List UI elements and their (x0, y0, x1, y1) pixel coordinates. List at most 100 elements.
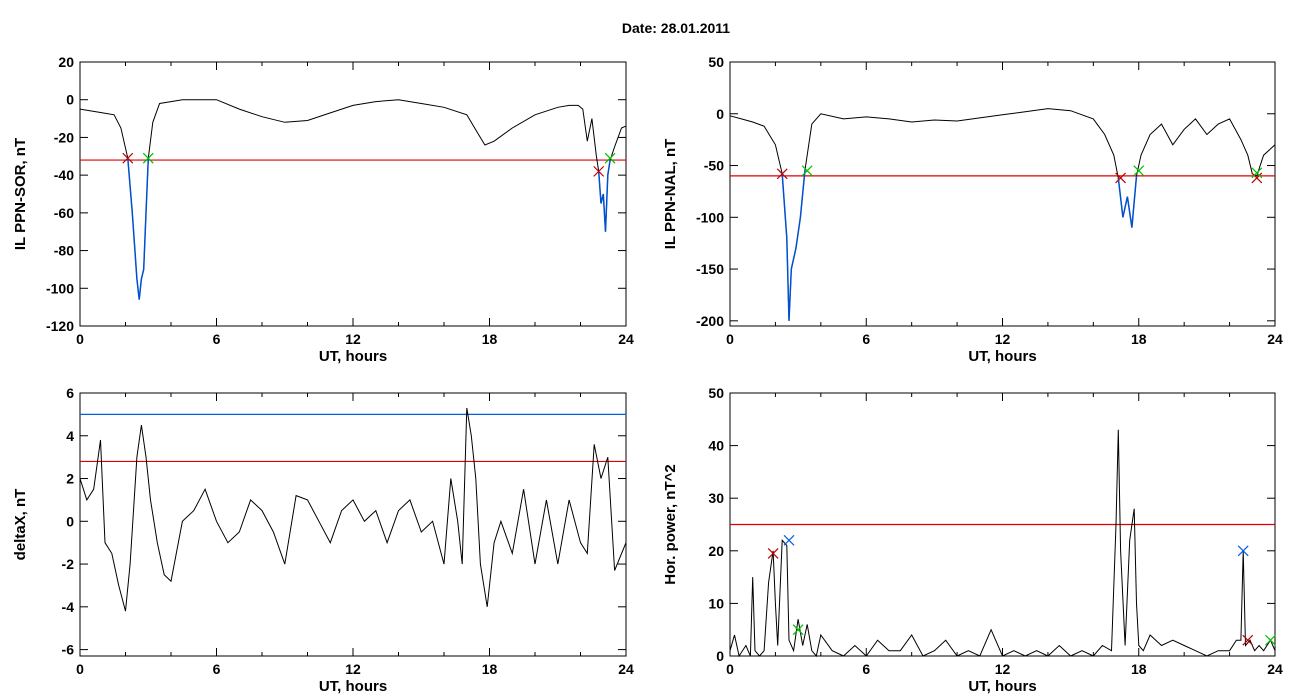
y-tick-label: -20 (54, 129, 74, 145)
start-marker-stroke-b (1242, 634, 1254, 646)
start-marker (1115, 172, 1127, 184)
highlight-segment (781, 170, 806, 321)
start-marker (1242, 634, 1254, 646)
end-marker (1251, 167, 1263, 179)
start-marker (1251, 172, 1263, 184)
y-tick-label: -6 (62, 642, 75, 658)
x-tick-label: 0 (726, 331, 734, 347)
end-marker (801, 165, 813, 177)
peak-marker (1237, 545, 1249, 557)
x-axis-label: UT, hours (968, 348, 1036, 365)
end-marker (604, 152, 616, 164)
y-tick-label: -100 (696, 209, 724, 225)
end-marker (1265, 634, 1276, 646)
x-tick-label: 12 (345, 661, 361, 677)
x-tick-label: 18 (1131, 331, 1147, 347)
peak-marker-stroke-b (1237, 545, 1249, 557)
y-tick-label: 10 (708, 595, 724, 611)
peak-marker (783, 534, 795, 546)
x-tick-label: 24 (618, 661, 634, 677)
x-tick-label: 24 (1267, 331, 1283, 347)
series-line (729, 429, 1276, 658)
start-marker (593, 165, 605, 177)
highlight-segment (1117, 175, 1138, 228)
start-marker (776, 168, 788, 180)
end-marker (142, 152, 154, 164)
y-tick-label: -2 (62, 556, 75, 572)
start-marker (767, 548, 779, 559)
peak-marker-stroke-b (783, 534, 795, 546)
x-tick-label: 6 (213, 331, 221, 347)
x-tick-label: 18 (1131, 661, 1147, 677)
y-tick-label: 40 (708, 438, 724, 454)
x-tick-label: 0 (726, 661, 734, 677)
y-tick-label: -4 (62, 599, 75, 615)
plot-frame (729, 61, 1276, 327)
end-marker-stroke-b (1265, 634, 1276, 646)
y-tick-label: -40 (54, 167, 74, 183)
end-marker-stroke-b (1251, 167, 1263, 179)
start-marker-stroke-b (767, 548, 779, 559)
x-tick-label: 24 (1267, 661, 1283, 677)
series-line (729, 108, 1276, 321)
series-line (79, 99, 627, 300)
panel-p1: 0 6 12 18 24 20 0 -20 -40 -60 -80 -100 -120 UT, hours… (12, 54, 634, 365)
end-marker-stroke-b (1133, 165, 1145, 177)
x-tick-label: 6 (862, 661, 870, 677)
y-tick-label: 0 (716, 648, 724, 664)
start-marker-stroke-b (1251, 172, 1263, 184)
x-tick-label: 12 (345, 331, 361, 347)
y-tick-label: -150 (696, 261, 724, 277)
y-axis-label: deltaX, nT (12, 489, 29, 561)
y-tick-label: 2 (66, 471, 74, 487)
end-marker-stroke-b (792, 624, 804, 636)
y-tick-label: 4 (66, 428, 74, 444)
y-tick-label: 0 (716, 106, 724, 122)
x-tick-label: 18 (482, 661, 498, 677)
x-tick-label: 0 (76, 331, 84, 347)
y-tick-label: 0 (66, 513, 74, 529)
end-marker-stroke-b (801, 165, 813, 177)
y-tick-label: 50 (708, 54, 724, 70)
y-tick-label: 50 (708, 385, 724, 401)
x-tick-label: 6 (862, 331, 870, 347)
y-tick-label: -120 (46, 318, 74, 334)
end-marker (1133, 165, 1145, 177)
y-tick-label: 30 (708, 490, 724, 506)
panel-p3: 0 6 12 18 24 6 4 2 0 -2 -4 -6 UT, hours deltaX, nT (12, 385, 634, 695)
plot-frame (79, 61, 627, 327)
highlight-segment (597, 159, 611, 232)
y-axis-label: IL PPN-NAL, nT (662, 139, 679, 250)
y-tick-label: -50 (704, 158, 724, 174)
start-marker-stroke-b (1115, 172, 1127, 184)
x-tick-label: 6 (213, 661, 221, 677)
panel-p4: 0 6 12 18 24 50 40 30 20 10 0 UT, hours Hor. power, … (662, 385, 1283, 695)
y-tick-label: 0 (66, 92, 74, 108)
start-marker (122, 152, 134, 164)
figure-title: Date: 28.01.2011 (621, 20, 731, 36)
y-tick-label: -200 (696, 313, 724, 329)
y-tick-label: -100 (46, 280, 74, 296)
highlight-segment (127, 158, 150, 300)
start-marker-stroke-b (122, 152, 134, 164)
start-marker-stroke-b (776, 168, 788, 180)
start-marker-stroke-b (593, 165, 605, 177)
y-tick-label: -80 (54, 243, 74, 259)
x-tick-label: 24 (618, 331, 634, 347)
end-marker-stroke-b (142, 152, 154, 164)
series-line (79, 407, 627, 612)
x-axis-label: UT, hours (968, 678, 1036, 695)
x-tick-label: 12 (995, 661, 1011, 677)
x-axis-label: UT, hours (319, 678, 387, 695)
panel-p2: 0 6 12 18 24 50 0 -50 -100 -150 -200 UT, hours IL PP… (662, 54, 1283, 365)
x-tick-label: 0 (76, 661, 84, 677)
y-tick-label: 20 (58, 54, 74, 70)
x-tick-label: 12 (995, 331, 1011, 347)
y-tick-label: -60 (54, 205, 74, 221)
y-axis-label: IL PPN-SOR, nT (12, 138, 29, 250)
end-marker (792, 624, 804, 636)
y-axis-label: Hor. power, nT^2 (662, 464, 679, 584)
end-marker-stroke-b (604, 152, 616, 164)
x-tick-label: 18 (482, 331, 498, 347)
